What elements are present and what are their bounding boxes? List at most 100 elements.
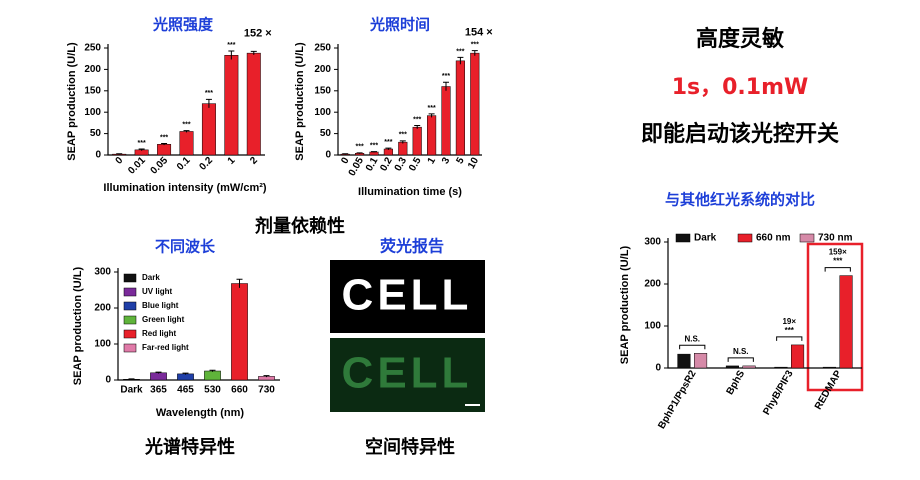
annotation: 159× [829, 248, 847, 257]
x-tick-label: PhyB/PIF3 [761, 368, 795, 417]
y-tick-label: 100 [94, 339, 111, 350]
error-bar [138, 148, 145, 151]
legend-label: 730 nm [818, 233, 853, 244]
y-tick-label: 0 [325, 150, 331, 161]
y-tick-label: 0 [105, 375, 111, 386]
error-bar [443, 81, 449, 91]
significance: *** [442, 73, 450, 80]
error-bar [128, 378, 135, 380]
legend-label: Green light [142, 315, 185, 324]
x-tick-label: 365 [150, 385, 167, 396]
bar [150, 372, 167, 381]
error-bar [371, 151, 377, 153]
y-axis-label: SEAP production (U/L) [66, 42, 78, 161]
chart-title: 光照时间 [369, 16, 430, 34]
x-tick-label: 1 [226, 155, 238, 167]
bar [694, 353, 708, 369]
error-bar [414, 124, 421, 129]
y-tick-label: 300 [644, 237, 661, 248]
significance: *** [413, 116, 421, 123]
legend-swatch [123, 273, 137, 283]
error-bar [161, 142, 168, 146]
x-tick-label: 0.5 [407, 155, 424, 173]
y-tick-label: 0 [655, 363, 661, 374]
x-tick-label: Dark [120, 385, 143, 396]
highlight-box [806, 242, 864, 392]
x-tick-label: 530 [204, 385, 221, 396]
bar [369, 151, 379, 156]
bar [398, 141, 408, 156]
legend-swatch [123, 301, 137, 311]
significance: *** [399, 132, 407, 139]
x-tick-label: 1 [426, 155, 439, 166]
x-axis-label: Illumination time (s) [358, 186, 462, 198]
image-top-text: CELL [342, 271, 473, 320]
sensitivity: 1s，0.1mW [672, 75, 809, 100]
y-tick-label: 50 [320, 128, 332, 139]
x-tick-label: 660 [231, 385, 248, 396]
bracket [679, 344, 706, 350]
error-bar [250, 50, 257, 55]
error-bar [116, 153, 123, 155]
bar [455, 60, 465, 156]
bar [179, 131, 194, 156]
x-tick-label: 730 [258, 385, 275, 396]
y-axis-label: SEAP production (U/L) [72, 266, 84, 385]
annotation: *** [785, 326, 795, 335]
significance: *** [384, 139, 392, 146]
significance: *** [160, 134, 168, 141]
error-bar [182, 372, 189, 375]
y-tick-label: 150 [314, 85, 331, 96]
significance: *** [182, 121, 190, 128]
annotation: *** [833, 257, 843, 266]
y-tick-label: 100 [314, 107, 331, 118]
bar [427, 115, 437, 156]
x-tick-label: BphS [725, 368, 748, 396]
annotation: N.S. [684, 334, 700, 343]
legend-label: Red light [142, 329, 177, 338]
legend-swatch [123, 343, 137, 353]
significance: *** [456, 48, 464, 55]
y-tick-label: 200 [644, 279, 661, 290]
bracket [776, 336, 803, 341]
legend-label: Dark [142, 273, 160, 282]
y-tick-label: 100 [644, 321, 661, 332]
significance: *** [356, 144, 364, 151]
bar [441, 86, 451, 156]
x-tick-label: 0 [114, 155, 126, 167]
y-axis-label: SEAP production (U/L) [294, 42, 306, 161]
bar [742, 365, 756, 369]
x-tick-label: 0.3 [393, 155, 410, 173]
y-tick-label: 250 [314, 43, 331, 54]
bar [412, 126, 422, 156]
y-tick-label: 200 [94, 303, 111, 314]
bar [157, 144, 172, 156]
significance: *** [471, 41, 479, 48]
bar [774, 366, 788, 369]
x-axis-label: Illumination intensity (mW/cm²) [103, 182, 267, 194]
spatial-label: 空间特异性 [365, 436, 455, 458]
error-bar [399, 140, 406, 144]
image-top [330, 260, 485, 333]
bracket [824, 267, 851, 272]
y-tick-label: 200 [314, 64, 331, 75]
legend-label: Dark [694, 233, 717, 244]
significance: *** [227, 42, 235, 49]
error-bar [428, 113, 435, 118]
significance: *** [138, 140, 146, 147]
legend-label: Blue light [142, 301, 179, 310]
significance: *** [428, 105, 436, 112]
bar [224, 55, 239, 156]
x-tick-label: 0.05 [149, 155, 171, 177]
error-bar [205, 98, 212, 108]
bar [204, 370, 221, 381]
error-bar [209, 369, 216, 372]
y-tick-label: 250 [84, 43, 101, 54]
image-bottom [330, 338, 485, 412]
legend-label: UV light [142, 287, 173, 296]
y-tick-label: 300 [94, 267, 111, 278]
legend-label: 660 nm [756, 233, 791, 244]
bar [677, 353, 691, 369]
significance: *** [370, 142, 378, 149]
